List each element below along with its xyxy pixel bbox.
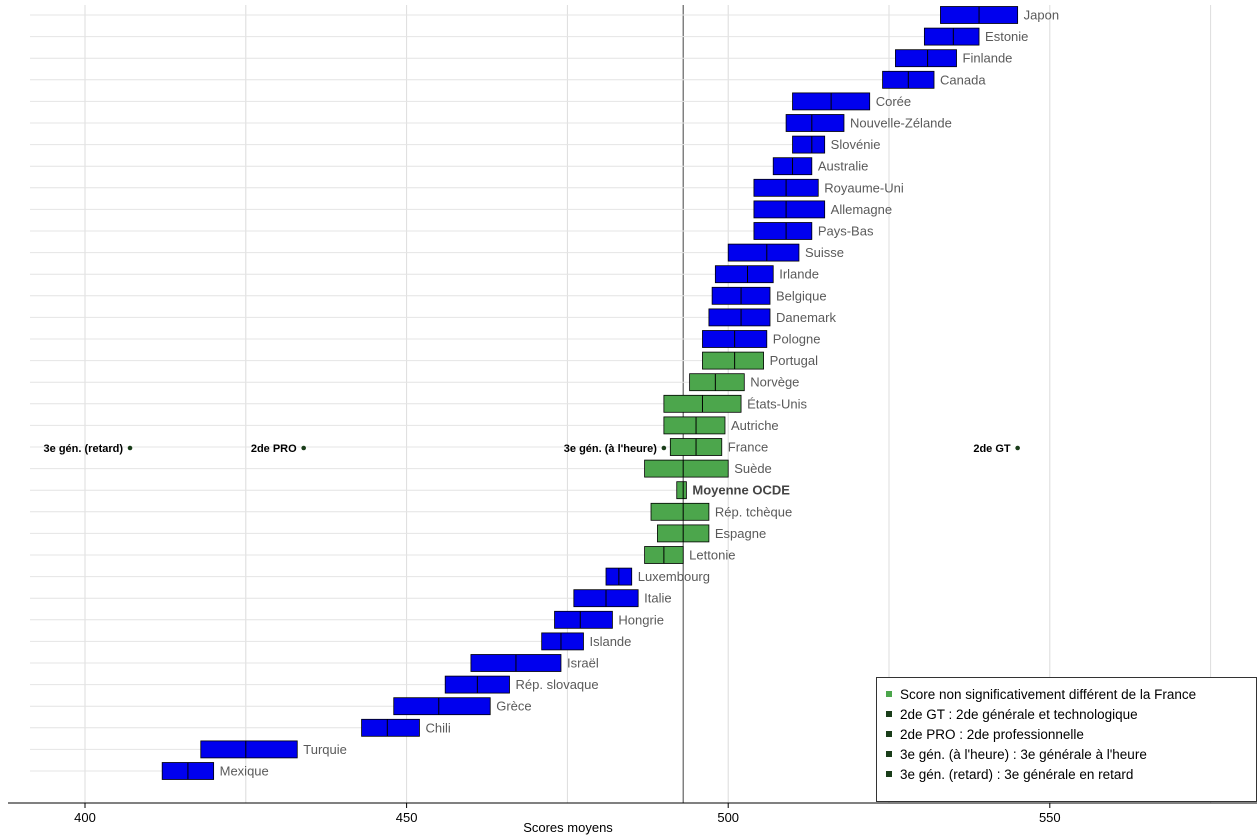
range-bar	[895, 49, 957, 68]
group-marker-dot	[127, 445, 133, 451]
country-label: Royaume-Uni	[824, 180, 904, 195]
country-label: Danemark	[776, 310, 836, 325]
country-label: Espagne	[715, 526, 766, 541]
legend-swatch	[886, 751, 892, 757]
range-bar	[753, 222, 813, 240]
range-bar	[393, 697, 491, 716]
range-bar	[541, 632, 584, 651]
legend-swatch	[886, 691, 892, 697]
range-bar	[702, 351, 764, 370]
country-label: Allemagne	[831, 202, 892, 217]
country-label: Autriche	[731, 418, 779, 433]
country-label: Grèce	[496, 699, 531, 714]
legend-item: 3e gén. (à l'heure) : 3e générale à l'he…	[886, 744, 1256, 764]
legend-swatch	[886, 771, 892, 777]
legend: Score non significativement différent de…	[876, 677, 1257, 802]
x-tick-label: 400	[74, 810, 96, 825]
country-label: Luxembourg	[638, 569, 710, 584]
country-label: Mexique	[220, 764, 269, 779]
range-bar	[650, 502, 710, 521]
legend-item: Score non significativement différent de…	[886, 684, 1256, 704]
group-marker-label: 3e gén. (retard)	[44, 443, 124, 455]
group-marker-dot	[661, 445, 667, 451]
range-bar	[663, 416, 726, 435]
country-label: Norvège	[750, 375, 799, 390]
country-label: Irlande	[779, 267, 819, 282]
legend-label: 3e gén. (à l'heure) : 3e générale à l'he…	[900, 746, 1147, 762]
range-bar	[708, 308, 771, 327]
country-label: Israël	[567, 656, 599, 671]
country-label: Pologne	[773, 332, 821, 347]
range-bar	[676, 481, 687, 500]
x-tick-label: 450	[396, 810, 418, 825]
country-label: Moyenne OCDE	[692, 483, 790, 498]
x-axis-title: Scores moyens	[523, 820, 613, 835]
x-tick-label: 550	[1039, 810, 1061, 825]
range-bar	[727, 243, 800, 262]
range-bar	[714, 265, 774, 284]
country-label: Islande	[589, 634, 631, 649]
country-label: Lettonie	[689, 548, 735, 563]
group-marker-label: 2de GT	[973, 443, 1011, 455]
range-bar	[361, 718, 420, 737]
country-label: Estonie	[985, 29, 1028, 44]
legend-label: 2de GT : 2de générale et technologique	[900, 706, 1138, 722]
country-label: Corée	[876, 94, 911, 109]
country-label: Belgique	[776, 288, 827, 303]
legend-label: 2de PRO : 2de professionnelle	[900, 726, 1084, 742]
range-bar	[644, 459, 729, 478]
legend-swatch	[886, 731, 892, 737]
group-marker-label: 3e gén. (à l'heure)	[564, 443, 657, 455]
legend-swatch	[886, 711, 892, 717]
axis-layer: 400 450 500 550	[8, 802, 1257, 825]
bars-layer	[161, 6, 1019, 780]
markers-layer: 3e gén. (retard) 2de PRO 3e gén. (à l'heur…	[44, 443, 1020, 455]
legend-label: Score non significativement différent de…	[900, 686, 1197, 702]
country-label: Portugal	[770, 353, 819, 368]
country-label: Chili	[425, 720, 450, 735]
country-label: Finlande	[963, 51, 1013, 66]
group-marker-dot	[301, 445, 306, 451]
range-bar	[792, 135, 826, 154]
country-label: Pays-Bas	[818, 224, 874, 239]
country-label: Hongrie	[618, 612, 664, 627]
country-label: Suisse	[805, 245, 844, 260]
group-marker-dot	[1015, 445, 1020, 451]
range-bar	[785, 114, 845, 132]
country-label: Canada	[940, 72, 986, 87]
group-marker-label: 2de PRO	[251, 443, 297, 455]
country-label: Rép. tchèque	[715, 504, 792, 519]
range-bar	[753, 200, 826, 219]
country-label: Australie	[818, 159, 869, 174]
country-label: France	[728, 440, 768, 455]
range-bar	[200, 740, 298, 759]
country-label: Nouvelle-Zélande	[850, 116, 952, 131]
country-label: Italie	[644, 591, 671, 606]
country-label: Slovénie	[831, 137, 881, 152]
range-bar	[923, 27, 980, 46]
country-label: Rép. slovaque	[516, 677, 599, 692]
range-bar	[554, 610, 613, 629]
legend-item: 2de GT : 2de générale et technologique	[886, 704, 1256, 724]
country-label: Suède	[734, 461, 772, 476]
legend-item: 2de PRO : 2de professionnelle	[886, 724, 1256, 744]
legend-item: 3e gén. (retard) : 3e générale en retard	[886, 764, 1256, 784]
labels-layer: Japon Estonie Finlande Canada Corée Nouvelle-…	[220, 8, 1059, 779]
country-label: États-Unis	[747, 396, 807, 411]
row-lines-layer	[30, 14, 941, 772]
legend-label: 3e gén. (retard) : 3e générale en retard	[900, 766, 1134, 782]
range-bar	[689, 373, 745, 392]
country-label: Japon	[1024, 8, 1059, 23]
x-tick-label: 500	[717, 810, 739, 825]
country-label: Turquie	[303, 742, 347, 757]
